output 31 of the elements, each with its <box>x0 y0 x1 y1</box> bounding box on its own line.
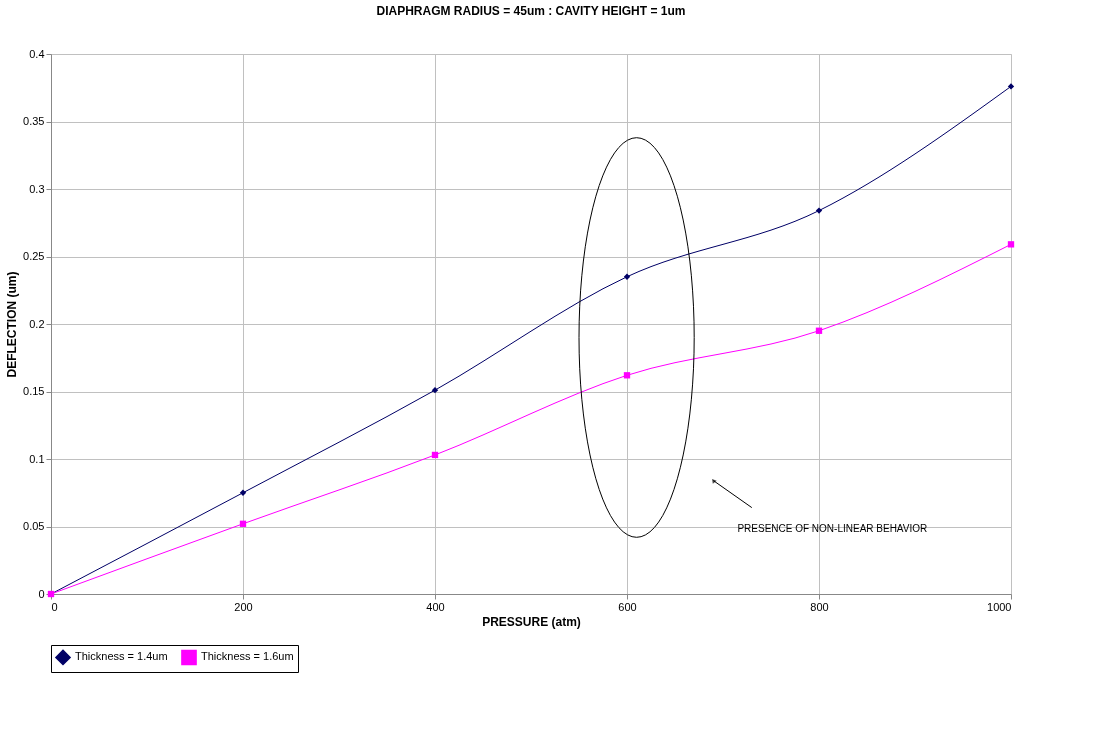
point <box>431 451 439 459</box>
y-tick-label: 0.2 <box>29 317 45 330</box>
x-tick-label: 1000 <box>987 600 1012 613</box>
y-tick-label: 0.35 <box>23 115 45 127</box>
x-tick-label: 600 <box>618 600 637 613</box>
x-axis-title: PRESSURE (atm) <box>482 614 581 629</box>
y-tick-label: 0 <box>38 587 45 600</box>
y-tick-label: 0.1 <box>29 452 45 465</box>
x-tick-label: 800 <box>810 600 829 613</box>
x-tick-label: 400 <box>426 600 445 613</box>
point <box>815 207 823 214</box>
point <box>1007 83 1015 90</box>
y-axis-title: DEFLECTION (um) <box>5 271 20 378</box>
y-tick-label: 0.3 <box>29 182 45 195</box>
point <box>431 386 439 394</box>
chart-title: DIAPHRAGM RADIUS = 45um : CAVITY HEIGHT = 1um <box>376 4 686 18</box>
y-tick-label: 0.15 <box>23 385 45 397</box>
point <box>1007 241 1015 248</box>
annotation: PRESENCE OF NON-LINEAR BEHAVIOR <box>737 523 928 535</box>
legend-label: Thickness = 1.4um <box>75 650 168 663</box>
point <box>239 520 247 527</box>
x-tick-label: 0 <box>51 600 58 613</box>
y-tick-label: 0.4 <box>29 47 45 60</box>
point <box>239 489 247 496</box>
y-tick-label: 0.25 <box>23 250 45 262</box>
legend-label: Thickness = 1.6um <box>201 650 294 663</box>
y-tick-label: 0.05 <box>23 520 45 532</box>
point <box>623 273 631 280</box>
x-tick-label: 200 <box>234 600 253 613</box>
point <box>815 327 823 334</box>
point <box>623 372 631 379</box>
